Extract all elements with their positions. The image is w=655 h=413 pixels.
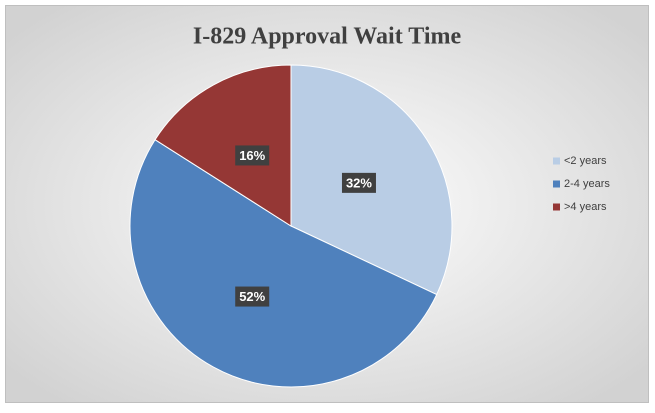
value-label: 16%: [239, 148, 265, 163]
legend: <2 years 2-4 years >4 years: [553, 155, 610, 213]
legend-text: >4 years: [564, 201, 607, 213]
value-label-box: [235, 286, 270, 307]
legend-swatch: [553, 203, 560, 211]
value-label: 52%: [239, 289, 265, 304]
value-label: 32%: [346, 175, 372, 190]
chart-title: I-829 Approval Wait Time: [193, 24, 462, 50]
value-label-box: [341, 172, 376, 193]
legend-text: 2-4 years: [564, 178, 610, 190]
pie-slice: [154, 64, 292, 227]
legend-swatch: [553, 180, 560, 188]
legend-swatch: [553, 157, 560, 165]
data-labels: 32% 52% 16%: [235, 145, 376, 307]
value-label-box: [235, 145, 270, 166]
pie: [129, 64, 453, 388]
pie-slice: [129, 139, 438, 388]
legend-text: <2 years: [564, 155, 607, 167]
